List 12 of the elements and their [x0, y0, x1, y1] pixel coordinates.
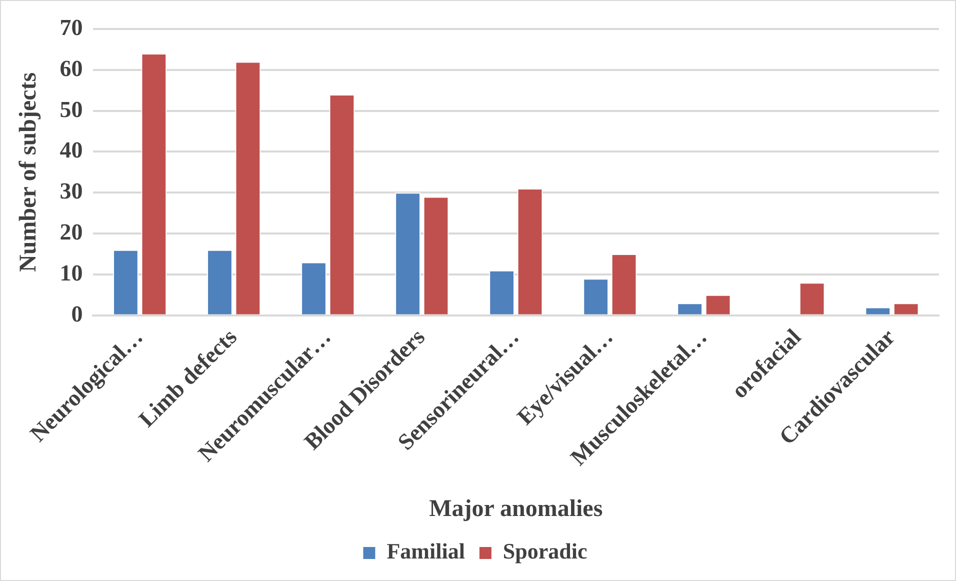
legend-label: Familial [386, 538, 465, 564]
y-tick-label: 70 [60, 14, 83, 40]
y-axis-title: Number of subjects [16, 72, 42, 272]
y-tick-label: 0 [71, 301, 83, 326]
y-tick-label: 60 [60, 56, 83, 81]
legend-label: Sporadic [502, 538, 588, 564]
y-tick-label: 30 [60, 178, 83, 204]
x-axis-title: Major anomalies [429, 496, 603, 522]
y-tick-label: 40 [60, 138, 83, 163]
y-tick-label: 20 [60, 220, 83, 244]
y-tick-label: 50 [60, 96, 83, 122]
y-tick-label: 10 [60, 260, 83, 286]
